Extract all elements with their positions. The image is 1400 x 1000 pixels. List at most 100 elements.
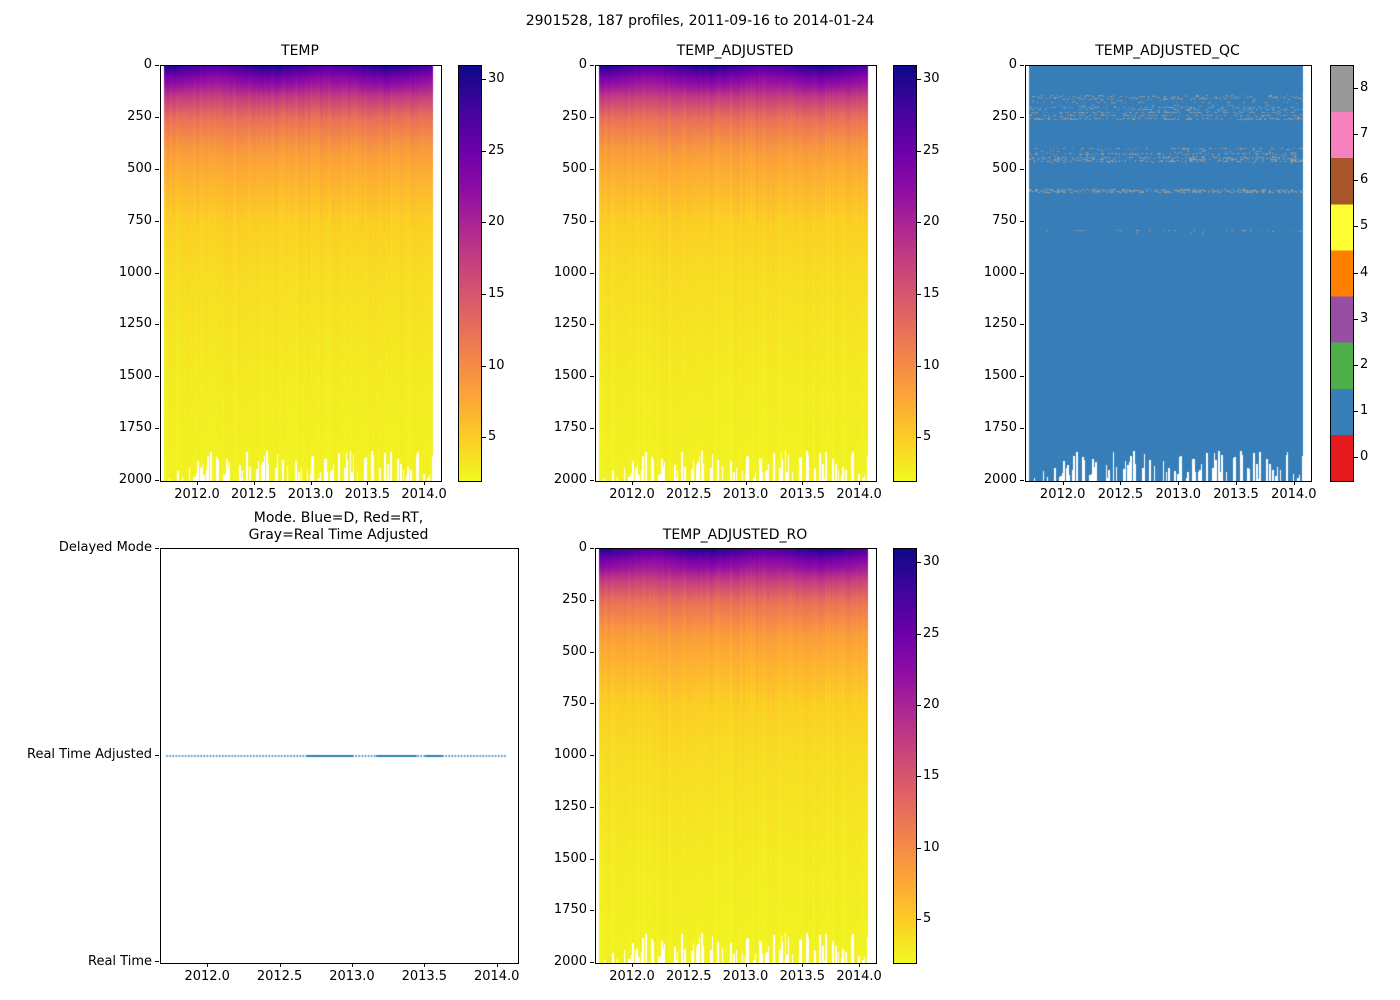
y-tick bbox=[590, 220, 594, 222]
y-tick bbox=[155, 116, 159, 118]
y-tick-label: 0 bbox=[143, 57, 152, 72]
colorbar-tick bbox=[917, 776, 921, 778]
colorbar-tick bbox=[917, 293, 921, 295]
subplot-title-temp: TEMP bbox=[281, 43, 319, 59]
temp_adjusted-axes bbox=[595, 65, 877, 482]
y-tick-label: 0 bbox=[1008, 57, 1017, 72]
colorbar-tick bbox=[917, 365, 921, 367]
y-tick-label: 250 bbox=[562, 108, 587, 124]
y-tick bbox=[155, 272, 159, 274]
x-tick-label: 2013.0 bbox=[287, 487, 334, 502]
y-tick bbox=[590, 168, 594, 170]
x-tick-label: 2014.0 bbox=[836, 969, 882, 984]
y-tick-label: 1250 bbox=[983, 316, 1017, 332]
y-tick-label: 750 bbox=[562, 695, 587, 711]
x-tick bbox=[1293, 481, 1295, 485]
temp_adjusted_ro-axes bbox=[595, 548, 877, 964]
y-tick bbox=[590, 962, 594, 963]
y-tick-label: 500 bbox=[562, 643, 587, 659]
x-tick bbox=[253, 481, 255, 485]
y-tick-label: 1500 bbox=[983, 368, 1017, 384]
colorbar-tick bbox=[917, 562, 921, 564]
colorbar-tick bbox=[482, 437, 486, 439]
y-tick bbox=[155, 428, 159, 430]
y-tick bbox=[590, 428, 594, 430]
colorbar-tick-label: 3 bbox=[1360, 310, 1369, 326]
x-tick bbox=[632, 963, 633, 967]
subplot-title-temp-adjusted-ro: TEMP_ADJUSTED_RO bbox=[662, 527, 808, 543]
colorbar-tick-label: 30 bbox=[923, 554, 940, 570]
figure-title: 2901528, 187 profiles, 2011-09-16 to 201… bbox=[525, 13, 875, 29]
temp_adjusted_qc-heatmap-canvas bbox=[1026, 66, 1311, 481]
colorbar-tick bbox=[917, 705, 921, 707]
y-tick bbox=[1020, 168, 1024, 170]
subplot-title-mode-line2: Gray=Real Time Adjusted bbox=[248, 527, 429, 543]
y-tick bbox=[590, 548, 594, 549]
x-tick-label: 2013.0 bbox=[722, 487, 769, 502]
subplot-title-temp-adjusted: TEMP_ADJUSTED bbox=[676, 43, 794, 59]
x-tick bbox=[197, 481, 198, 485]
y-tick-label: 1750 bbox=[553, 902, 587, 918]
y-tick bbox=[1020, 65, 1024, 66]
x-tick-label: 2012.5 bbox=[666, 487, 712, 502]
x-tick-label: 2012.5 bbox=[1097, 487, 1144, 502]
x-tick-label: 2013.0 bbox=[722, 969, 769, 984]
y-tick bbox=[590, 65, 594, 66]
colorbar-tick bbox=[917, 919, 921, 921]
x-tick-label: 2013.5 bbox=[1213, 487, 1259, 502]
x-tick-label: 2012.0 bbox=[174, 487, 220, 502]
y-tick-label: 1250 bbox=[553, 798, 587, 814]
y-tick bbox=[590, 755, 594, 756]
x-tick bbox=[859, 963, 861, 967]
x-tick bbox=[802, 481, 804, 485]
temp_adjusted-heatmap-canvas bbox=[596, 66, 876, 481]
x-tick-label: 2012.0 bbox=[184, 969, 230, 984]
y-tick-label: 0 bbox=[578, 57, 587, 72]
y-tick bbox=[155, 548, 159, 549]
y-tick-label: 1500 bbox=[553, 850, 587, 866]
y-tick bbox=[155, 168, 159, 170]
x-tick bbox=[1120, 481, 1122, 485]
colorbar-tick bbox=[917, 79, 921, 81]
y-tick bbox=[1020, 220, 1024, 222]
colorbar-tick-label: 1 bbox=[1360, 402, 1369, 418]
colorbar-tick bbox=[917, 222, 921, 224]
x-tick-label: 2014.0 bbox=[836, 487, 882, 502]
colorbar-tick-label: 15 bbox=[923, 768, 940, 784]
colorbar-tick bbox=[917, 847, 921, 849]
y-tick bbox=[1020, 324, 1024, 326]
y-tick-label: 250 bbox=[127, 108, 152, 124]
y-tick bbox=[590, 806, 594, 808]
x-tick-label: 2012.5 bbox=[231, 487, 277, 502]
x-tick-label: 2013.5 bbox=[779, 969, 826, 984]
x-tick bbox=[802, 963, 804, 967]
colorbar-tick bbox=[482, 222, 486, 224]
y-tick-label: 1000 bbox=[553, 264, 587, 280]
colorbar-tick bbox=[917, 150, 921, 152]
y-tick-label: 1000 bbox=[983, 264, 1017, 280]
y-tick-label: 250 bbox=[562, 591, 587, 607]
y-tick-label: 750 bbox=[562, 212, 587, 228]
y-tick-label: 500 bbox=[562, 160, 587, 176]
colorbar-tick bbox=[482, 293, 486, 295]
y-tick bbox=[155, 961, 159, 962]
colorbar-tick bbox=[1354, 318, 1358, 320]
x-tick-label: 2012.0 bbox=[609, 969, 655, 984]
y-tick bbox=[155, 755, 159, 756]
temp-heatmap-canvas bbox=[161, 66, 441, 481]
y-tick bbox=[590, 116, 594, 118]
x-tick bbox=[424, 963, 426, 967]
y-tick-label: 1000 bbox=[118, 264, 152, 280]
y-tick bbox=[1020, 272, 1024, 274]
x-tick-label: 2014.0 bbox=[473, 969, 520, 984]
colorbar-tick-label: 10 bbox=[488, 357, 505, 373]
x-tick-label: 2013.5 bbox=[401, 969, 448, 984]
colorbar-tick bbox=[1354, 88, 1358, 90]
colorbar-tick-label: 10 bbox=[923, 839, 940, 855]
x-tick-label: 2014.0 bbox=[401, 487, 447, 502]
y-tick-label: 2000 bbox=[553, 954, 587, 969]
x-tick bbox=[351, 963, 353, 967]
x-tick-label: 2012.5 bbox=[256, 969, 303, 984]
y-tick-label: 1750 bbox=[553, 420, 587, 436]
y-tick bbox=[590, 651, 594, 653]
